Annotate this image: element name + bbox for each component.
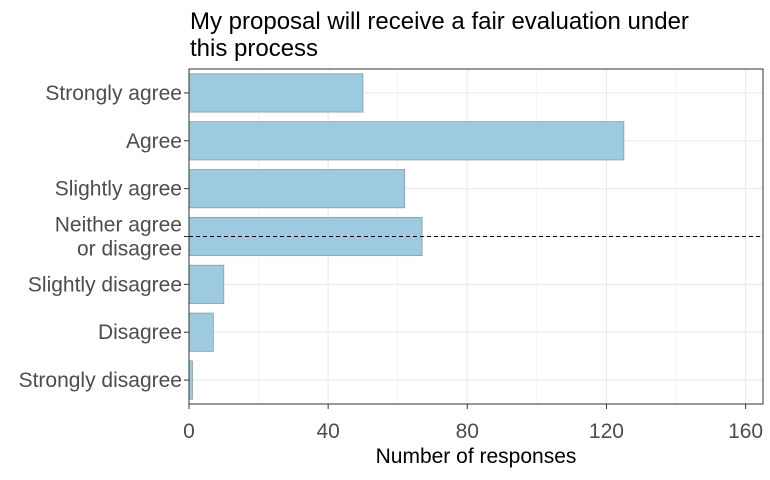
y-tick-label: Strongly disagree	[19, 369, 182, 392]
y-tick-label: Strongly agree	[45, 82, 182, 105]
bar	[188, 264, 225, 304]
x-tick-label: 0	[183, 420, 195, 443]
y-tick-label: Disagree	[98, 321, 182, 344]
bar	[188, 73, 364, 113]
bar	[188, 360, 193, 400]
x-tick-label: 160	[728, 420, 763, 443]
x-axis-ticks: 0 40 80 120 160	[183, 404, 763, 443]
bars	[188, 73, 625, 400]
bar	[188, 169, 406, 209]
y-tick-label: Neither agree or disagree	[55, 214, 182, 261]
y-axis-labels: Strongly agree Agree Slightly agree Neither…	[19, 82, 189, 392]
y-tick-label: Slightly agree	[55, 178, 182, 201]
x-tick-label: 40	[316, 420, 339, 443]
x-tick-label: 120	[589, 420, 624, 443]
x-axis-title: Number of responses	[376, 445, 577, 468]
bar	[188, 121, 625, 161]
x-tick-label: 80	[456, 420, 479, 443]
bar	[188, 312, 214, 352]
y-tick-label: Agree	[126, 130, 182, 153]
chart-title-line-2: this process	[190, 35, 318, 62]
y-tick-label: Slightly disagree	[28, 273, 182, 296]
chart-title-line-1: My proposal will receive a fair evaluati…	[190, 8, 689, 35]
